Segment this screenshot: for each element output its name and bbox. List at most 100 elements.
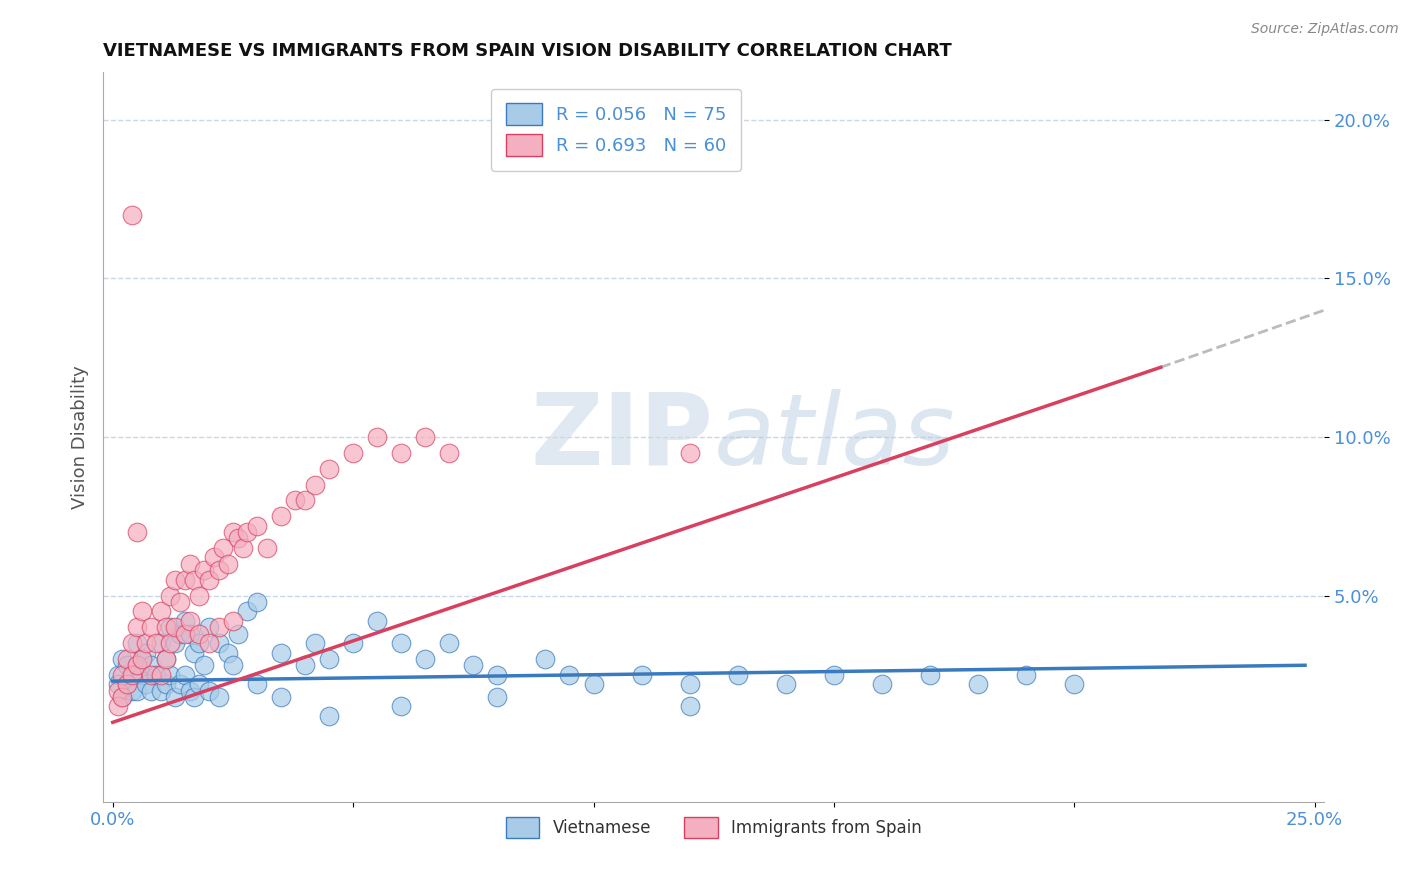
Point	[121, 667, 143, 681]
Point	[188, 589, 211, 603]
Point	[534, 652, 557, 666]
Point	[159, 636, 181, 650]
Point	[870, 677, 893, 691]
Point	[198, 620, 221, 634]
Point	[145, 636, 167, 650]
Point	[131, 604, 153, 618]
Point	[413, 652, 436, 666]
Point	[173, 614, 195, 628]
Point	[179, 614, 201, 628]
Point	[582, 677, 605, 691]
Point	[823, 667, 845, 681]
Point	[558, 667, 581, 681]
Point	[111, 667, 134, 681]
Point	[217, 557, 239, 571]
Y-axis label: Vision Disability: Vision Disability	[72, 365, 89, 508]
Point	[413, 430, 436, 444]
Point	[366, 430, 388, 444]
Point	[121, 683, 143, 698]
Point	[918, 667, 941, 681]
Point	[727, 667, 749, 681]
Point	[246, 677, 269, 691]
Point	[270, 646, 292, 660]
Point	[212, 541, 235, 555]
Point	[222, 614, 245, 628]
Point	[159, 667, 181, 681]
Point	[111, 690, 134, 704]
Point	[183, 573, 205, 587]
Point	[159, 620, 181, 634]
Point	[193, 563, 215, 577]
Point	[270, 690, 292, 704]
Point	[304, 636, 326, 650]
Point	[141, 667, 163, 681]
Text: VIETNAMESE VS IMMIGRANTS FROM SPAIN VISION DISABILITY CORRELATION CHART: VIETNAMESE VS IMMIGRANTS FROM SPAIN VISI…	[103, 42, 952, 60]
Point	[155, 652, 177, 666]
Point	[149, 604, 172, 618]
Point	[121, 208, 143, 222]
Point	[155, 620, 177, 634]
Point	[630, 667, 652, 681]
Point	[236, 604, 259, 618]
Point	[198, 683, 221, 698]
Point	[179, 626, 201, 640]
Point	[121, 636, 143, 650]
Point	[1063, 677, 1085, 691]
Point	[125, 658, 148, 673]
Point	[188, 626, 211, 640]
Point	[131, 667, 153, 681]
Point	[107, 699, 129, 714]
Point	[232, 541, 254, 555]
Point	[198, 573, 221, 587]
Point	[486, 667, 509, 681]
Point	[115, 677, 138, 691]
Point	[115, 677, 138, 691]
Point	[115, 658, 138, 673]
Point	[366, 614, 388, 628]
Point	[125, 525, 148, 540]
Point	[202, 550, 225, 565]
Point	[284, 493, 307, 508]
Point	[967, 677, 990, 691]
Point	[236, 525, 259, 540]
Point	[135, 646, 157, 660]
Point	[125, 636, 148, 650]
Point	[111, 652, 134, 666]
Point	[226, 626, 249, 640]
Point	[217, 646, 239, 660]
Point	[207, 690, 229, 704]
Point	[165, 620, 187, 634]
Point	[145, 667, 167, 681]
Point	[342, 636, 364, 650]
Point	[222, 658, 245, 673]
Point	[439, 636, 461, 650]
Point	[179, 557, 201, 571]
Point	[135, 636, 157, 650]
Point	[173, 626, 195, 640]
Point	[207, 636, 229, 650]
Point	[125, 658, 148, 673]
Point	[165, 690, 187, 704]
Text: ZIP: ZIP	[531, 389, 714, 485]
Point	[207, 563, 229, 577]
Point	[226, 532, 249, 546]
Point	[246, 518, 269, 533]
Point	[389, 446, 412, 460]
Point	[188, 677, 211, 691]
Point	[149, 636, 172, 650]
Point	[179, 683, 201, 698]
Point	[188, 636, 211, 650]
Point	[165, 573, 187, 587]
Point	[389, 636, 412, 650]
Point	[679, 446, 702, 460]
Point	[193, 658, 215, 673]
Point	[155, 677, 177, 691]
Point	[169, 626, 191, 640]
Point	[318, 652, 340, 666]
Point	[135, 677, 157, 691]
Point	[246, 595, 269, 609]
Point	[131, 652, 153, 666]
Point	[294, 493, 316, 508]
Point	[107, 677, 129, 691]
Point	[304, 477, 326, 491]
